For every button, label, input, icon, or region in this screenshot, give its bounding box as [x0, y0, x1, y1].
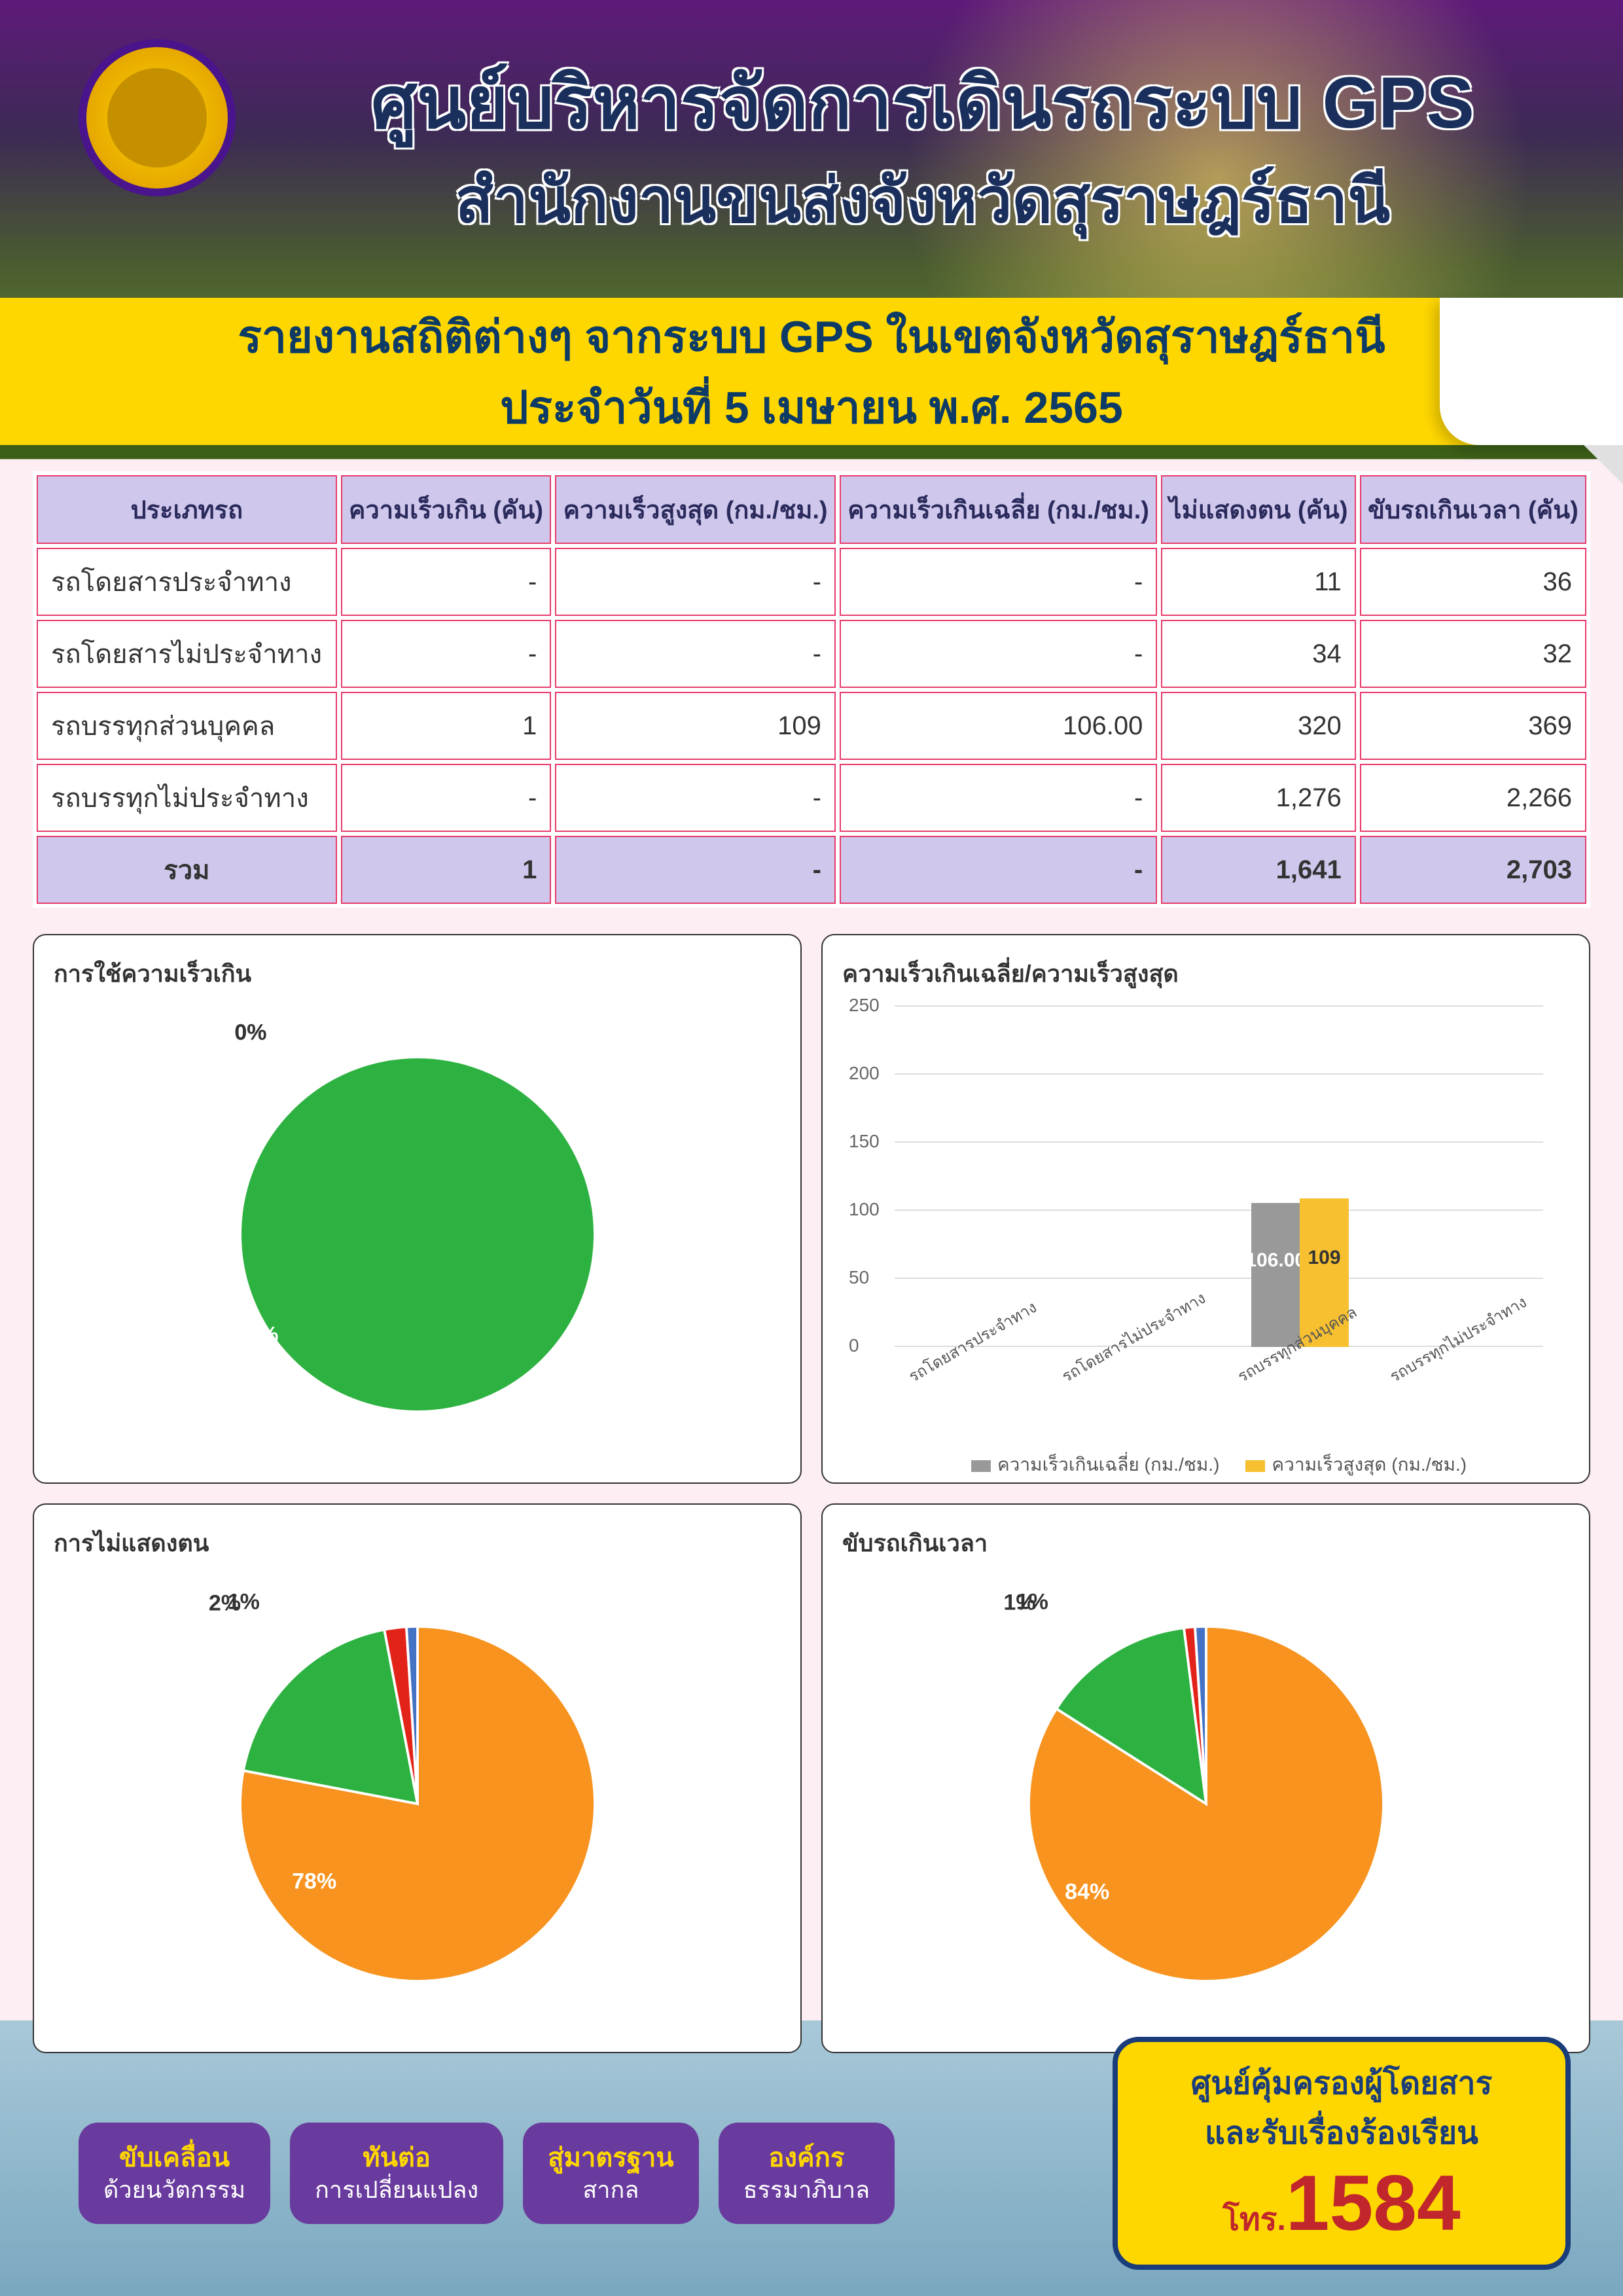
table-header: ประเภทรถ — [37, 475, 337, 544]
report-banner: รายงานสถิติต่างๆ จากระบบ GPS ในเขตจังหวั… — [0, 298, 1623, 445]
y-tick: 200 — [849, 1063, 880, 1084]
bar: 106.00 — [1251, 1203, 1300, 1347]
table-cell: 36 — [1360, 548, 1586, 616]
table-header: ความเร็วเกิน (คัน) — [341, 475, 552, 544]
table-cell: - — [555, 764, 836, 832]
bar-value: 106.00 — [1245, 1249, 1306, 1272]
pie-slice-label: 19% — [156, 1720, 201, 1746]
chart-title: ขับรถเกินเวลา — [842, 1524, 1569, 1562]
report-date: ประจำวันที่ 5 เมษายน พ.ศ. 2565 — [500, 372, 1123, 442]
footer-badge: องค์กรธรรมาภิบาล — [719, 2123, 895, 2224]
footer: ขับเคลื่อนด้วยนวัตกรรมทันต่อการเปลี่ยนแป… — [0, 2021, 1623, 2296]
x-label: รถโดยสารไม่ประจำทาง — [1056, 1285, 1210, 1389]
pie-chart-noshow: การไม่แสดงตน 78%19%2%1% — [33, 1503, 802, 2053]
table-cell: - — [840, 764, 1157, 832]
table-cell: - — [555, 620, 836, 688]
badge-top: สู่มาตรฐาน — [548, 2141, 674, 2175]
table-cell: - — [341, 764, 552, 832]
table-cell: - — [840, 548, 1157, 616]
badge-bottom: การเปลี่ยนแปลง — [315, 2175, 478, 2206]
table-cell: 34 — [1161, 620, 1355, 688]
pie-slice-label: 78% — [292, 1869, 336, 1894]
page-curl-decoration — [1440, 298, 1623, 445]
table-cell: 32 — [1360, 620, 1586, 688]
table-total-cell: รวม — [37, 836, 337, 904]
pie-slice-label: 100% — [222, 1323, 279, 1348]
table-total-cell: - — [555, 836, 836, 904]
table-cell: 1,276 — [1161, 764, 1355, 832]
sub-title: สำนักงานขนส่งจังหวัดสุราษฎร์ธานี — [262, 151, 1584, 249]
table-cell: 2,266 — [1360, 764, 1586, 832]
y-tick: 150 — [849, 1131, 880, 1152]
table-cell: - — [341, 548, 552, 616]
table-cell: - — [555, 548, 836, 616]
stats-table: ประเภทรถความเร็วเกิน (คัน)ความเร็วสูงสุด… — [33, 471, 1590, 908]
callout-line: ศูนย์คุ้มครองผู้โดยสาร — [1137, 2058, 1546, 2108]
table-cell: 369 — [1360, 692, 1586, 760]
table-cell: 11 — [1161, 548, 1355, 616]
legend-label: ความเร็วเกินเฉลี่ย (กม./ชม.) — [997, 1454, 1219, 1475]
badge-top: ทันต่อ — [315, 2141, 478, 2175]
y-tick: 50 — [849, 1267, 869, 1288]
badge-bottom: ธรรมาภิบาล — [743, 2175, 870, 2206]
table-cell: 106.00 — [840, 692, 1157, 760]
table-cell: - — [341, 620, 552, 688]
pie-slice-label: 14% — [962, 1706, 1007, 1731]
badge-top: องค์กร — [743, 2141, 870, 2175]
table-header: ขับรถเกินเวลา (คัน) — [1360, 475, 1586, 544]
main-title: ศูนย์บริหารจัดการเดินรถระบบ GPS — [262, 46, 1584, 160]
badge-bottom: ด้วยนวัตกรรม — [103, 2175, 245, 2206]
table-total-cell: 1 — [341, 836, 552, 904]
footer-badge: ทันต่อการเปลี่ยนแปลง — [290, 2123, 503, 2224]
pie-slice-label: 0% — [234, 1020, 266, 1046]
table-header: ไม่แสดงตน (คัน) — [1161, 475, 1355, 544]
legend-swatch — [1245, 1460, 1265, 1472]
table-cell: 1 — [341, 692, 552, 760]
chart-title: ความเร็วเกินเฉลี่ย/ความเร็วสูงสุด — [842, 955, 1569, 992]
bar-chart-speed: ความเร็วเกินเฉลี่ย/ความเร็วสูงสุด 0 50 100… — [821, 934, 1590, 1484]
report-title: รายงานสถิติต่างๆ จากระบบ GPS ในเขตจังหวั… — [238, 301, 1385, 372]
callout-phone: โทร.1584 — [1137, 2158, 1546, 2248]
footer-badge: ขับเคลื่อนด้วยนวัตกรรม — [79, 2123, 270, 2224]
bar-value: 109 — [1308, 1247, 1340, 1269]
pie-slice-label: 84% — [1065, 1879, 1109, 1905]
y-tick: 100 — [849, 1199, 880, 1220]
table-header: ความเร็วสูงสุด (กม./ชม.) — [555, 475, 836, 544]
y-tick: 0 — [849, 1335, 859, 1356]
agency-logo — [79, 39, 236, 196]
pie-slice-label: 1% — [228, 1590, 260, 1615]
table-cell: 320 — [1161, 692, 1355, 760]
badge-top: ขับเคลื่อน — [103, 2141, 245, 2175]
callout-line: และรับเรื่องร้องเรียน — [1137, 2108, 1546, 2158]
x-label: รถบรรทุกไม่ประจำทาง — [1385, 1289, 1531, 1389]
table-cell: รถโดยสารประจำทาง — [37, 548, 337, 616]
table-cell: รถโดยสารไม่ประจำทาง — [37, 620, 337, 688]
table-header: ความเร็วเกินเฉลี่ย (กม./ชม.) — [840, 475, 1157, 544]
table-cell: รถบรรทุกส่วนบุคคล — [37, 692, 337, 760]
x-label: รถโดยสารประจำทาง — [904, 1295, 1041, 1389]
legend-label: ความเร็วสูงสุด (กม./ชม.) — [1272, 1454, 1467, 1475]
table-cell: 109 — [555, 692, 836, 760]
table-total-cell: 1,641 — [1161, 836, 1355, 904]
pie-chart-overtime: ขับรถเกินเวลา 84%14%1%1% — [821, 1503, 1590, 2053]
table-total-cell: 2,703 — [1360, 836, 1586, 904]
chart-title: การไม่แสดงตน — [54, 1524, 781, 1562]
legend-swatch — [971, 1460, 991, 1472]
table-total-cell: - — [840, 836, 1157, 904]
chart-title: การใช้ความเร็วเกิน — [54, 955, 781, 992]
table-cell: - — [840, 620, 1157, 688]
pie-chart-speed: การใช้ความเร็วเกิน 100%0%0% — [33, 934, 802, 1484]
badge-bottom: สากล — [548, 2175, 674, 2206]
hotline-callout: ศูนย์คุ้มครองผู้โดยสาร และรับเรื่องร้องเ… — [1113, 2037, 1571, 2270]
footer-badge: สู่มาตรฐานสากล — [523, 2123, 699, 2224]
y-tick: 250 — [849, 995, 880, 1016]
table-cell: รถบรรทุกไม่ประจำทาง — [37, 764, 337, 832]
pie-slice-label: 1% — [1016, 1590, 1048, 1615]
